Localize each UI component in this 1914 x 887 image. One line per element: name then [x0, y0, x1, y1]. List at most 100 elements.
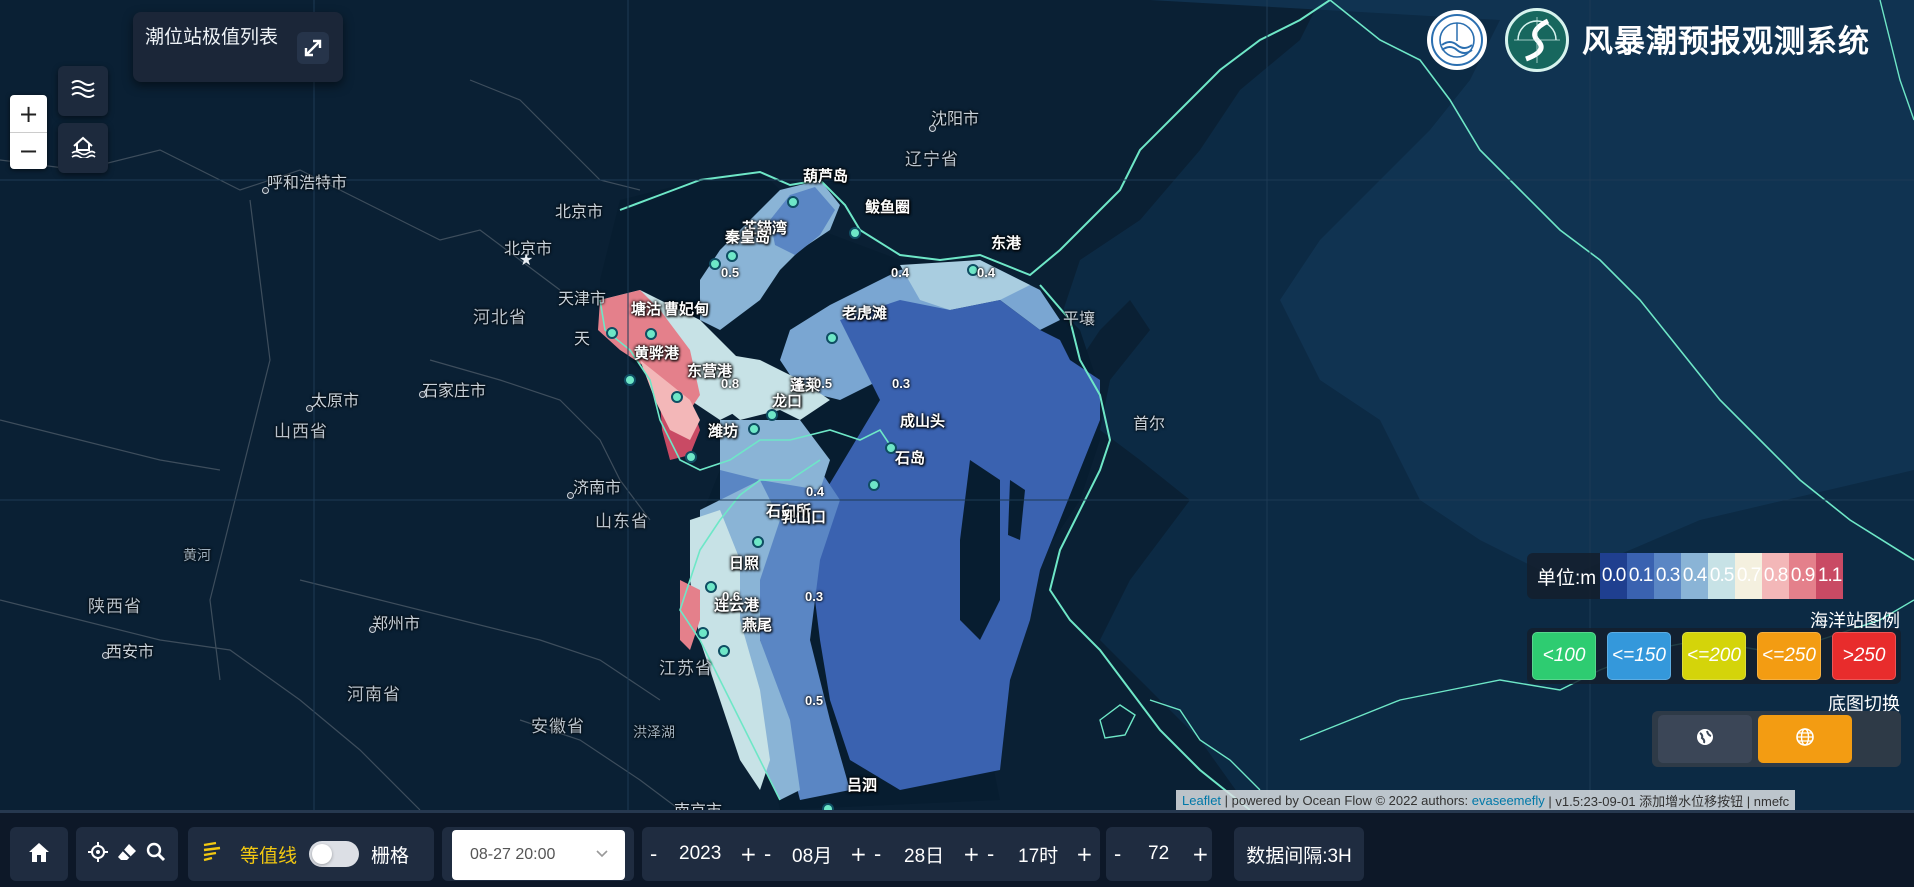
map-attribution: Leaflet | powered by Ocean Flow © 2022 a…: [1176, 790, 1796, 810]
isoline-label[interactable]: 等值线: [240, 845, 298, 867]
surge-unit-legend: 单位:m 0.0 0.1 0.3 0.4 0.5 0.7 0.8 0.9 1.1: [1527, 553, 1844, 599]
station-label-shijiusuo: 石臼所: [766, 503, 812, 520]
station-marker[interactable]: [726, 250, 738, 262]
basemap-switch: [1652, 711, 1901, 767]
station-legend-item[interactable]: <100: [1532, 632, 1596, 680]
hours-stepper-group: - 72 +: [1106, 827, 1212, 881]
month-minus-button[interactable]: -: [764, 842, 772, 866]
unit-legend-cell: 1.1: [1816, 553, 1844, 599]
unit-legend-cell: 0.5: [1708, 553, 1736, 599]
unit-label: 单位:m: [1537, 567, 1597, 589]
basemap-satellite-button[interactable]: [1758, 715, 1852, 763]
city-dot: [567, 492, 574, 499]
map-label-tian: 天: [574, 331, 591, 348]
month-value: 08月: [792, 845, 833, 867]
hours-value: 72: [1148, 843, 1170, 864]
station-legend-item[interactable]: <=200: [1682, 632, 1746, 680]
isoline-label: 0.5: [721, 265, 740, 280]
interval-badge: 数据间隔:3H: [1234, 827, 1364, 881]
station-legend-item[interactable]: <=250: [1757, 632, 1821, 680]
map-canvas[interactable]: 沈阳市 北京市 北京市 ★ 天津市 呼和浩特市 太原市 石家庄市 济南市 郑州市…: [0, 0, 1914, 810]
waves-layer-button[interactable]: [58, 66, 108, 116]
station-label-laohutan: 老虎滩: [842, 305, 888, 322]
isoline-label: 0.5: [805, 693, 824, 708]
city-label-beijing-2: 北京市: [504, 241, 553, 258]
station-label-tanggu: 塘沽: [631, 301, 662, 318]
city-dot: [306, 405, 313, 412]
isoline-icon: [202, 841, 222, 868]
station-label-longkou: 龙口: [772, 393, 803, 410]
zoom-in-button[interactable]: +: [18, 99, 39, 128]
station-label-rushankou: 乳山口: [781, 509, 827, 526]
station-legend-item[interactable]: >250: [1832, 632, 1896, 680]
grid-label[interactable]: 栅格: [371, 845, 410, 867]
day-minus-button[interactable]: -: [874, 842, 882, 866]
system-logo: [1505, 8, 1569, 72]
station-legend-title: 海洋站图例: [1810, 611, 1900, 631]
city-label-zhengzhou: 郑州市: [372, 616, 421, 633]
hours-plus-button[interactable]: +: [1192, 842, 1209, 866]
leaflet-link[interactable]: Leaflet: [1182, 792, 1222, 808]
station-marker[interactable]: [709, 258, 721, 270]
hour-minus-button[interactable]: -: [987, 842, 995, 866]
city-label-jinan: 济南市: [573, 480, 622, 497]
station-marker[interactable]: [624, 374, 636, 386]
city-dot: [929, 125, 936, 132]
year-plus-button[interactable]: +: [740, 842, 757, 866]
flood-layer-button[interactable]: [58, 123, 108, 173]
station-marker[interactable]: [787, 196, 799, 208]
river-label-yellow: 黄河: [183, 547, 211, 563]
station-label-qinhuangdao: 秦皇岛: [725, 229, 771, 246]
station-marker[interactable]: [697, 627, 709, 639]
isoline-label: 0.8: [721, 376, 740, 391]
hour-plus-button[interactable]: +: [1076, 842, 1093, 866]
zoom-control: + −: [10, 95, 47, 169]
city-label-seoul: 首尔: [1133, 416, 1166, 433]
station-extremes-panel[interactable]: 潮位站极值列表: [133, 12, 343, 82]
station-marker[interactable]: [718, 645, 730, 657]
station-marker[interactable]: [705, 581, 717, 593]
station-marker[interactable]: [822, 803, 834, 810]
station-marker[interactable]: [752, 536, 764, 548]
year-minus-button[interactable]: -: [650, 842, 658, 866]
station-marker[interactable]: [885, 442, 897, 454]
station-marker[interactable]: [826, 332, 838, 344]
station-marker[interactable]: [606, 327, 618, 339]
province-label-henan: 河南省: [347, 685, 401, 704]
bottom-toolbar: 等值线 栅格 - 2023 + - 08月 + - 28日 + - 17时 + …: [0, 810, 1914, 887]
unit-legend-cell: 0.0: [1600, 553, 1628, 599]
time-stepper-group: - 2023 + - 08月 + - 28日 + - 17时 +: [642, 827, 1100, 881]
station-marker[interactable]: [849, 227, 861, 239]
layer-toggle-switch[interactable]: [309, 841, 360, 867]
zoom-out-button[interactable]: −: [10, 132, 47, 169]
isoline-label: 0.4: [806, 484, 825, 499]
city-label-hohhot: 呼和浩特市: [267, 175, 348, 192]
expand-icon[interactable]: [297, 32, 329, 64]
locate-icon[interactable]: [88, 841, 109, 867]
search-icon[interactable]: [146, 842, 166, 867]
day-plus-button[interactable]: +: [963, 842, 980, 866]
hours-minus-button[interactable]: -: [1114, 842, 1122, 866]
station-marker[interactable]: [685, 451, 697, 463]
attribution-text-1: | powered by Ocean Flow © 2022 authors:: [1221, 792, 1472, 808]
station-marker[interactable]: [766, 409, 778, 421]
station-marker[interactable]: [671, 391, 683, 403]
province-label-shaanxi: 陕西省: [88, 597, 142, 616]
date-select[interactable]: 08-27 20:00: [452, 830, 625, 880]
station-marker[interactable]: [645, 328, 657, 340]
station-label-lianyungang: 连云港: [714, 597, 760, 614]
province-label-anhui: 安徽省: [531, 717, 585, 736]
station-legend-item[interactable]: <=150: [1607, 632, 1671, 680]
city-dot: [369, 626, 376, 633]
station-marker[interactable]: [967, 264, 979, 276]
month-plus-button[interactable]: +: [850, 842, 867, 866]
author-link[interactable]: evaseemefly: [1471, 792, 1545, 808]
station-marker[interactable]: [748, 423, 760, 435]
basemap-dark-button[interactable]: [1658, 715, 1752, 763]
home-button[interactable]: [10, 827, 68, 881]
eraser-icon[interactable]: [117, 842, 137, 867]
station-marker[interactable]: [868, 479, 880, 491]
unit-legend-cell: 0.7: [1735, 553, 1763, 599]
flood-house-icon: [70, 134, 96, 163]
